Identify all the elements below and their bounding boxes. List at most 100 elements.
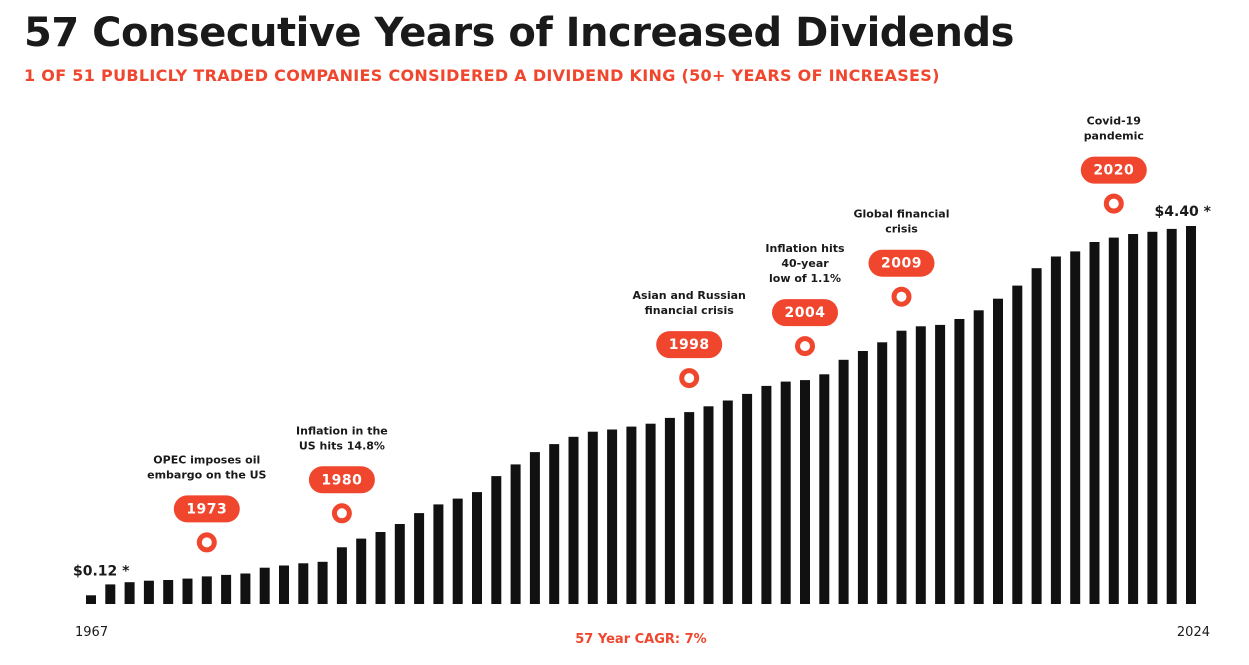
bar-1998 [684,412,695,604]
bar-1988 [491,476,502,604]
bar-2023 [1166,228,1177,604]
bar-1971 [163,580,174,604]
event-description-line: pandemic [1084,130,1144,143]
event-2009: 2009 Global financial crisis [854,208,950,307]
bar-1989 [510,464,521,604]
bar-1981 [356,538,367,604]
bar-2000 [722,400,733,604]
event-description-line: US hits 14.8% [299,439,385,452]
event-description-line: embargo on the US [147,468,266,481]
bar-1980 [336,547,347,604]
event-year-text: 1998 [669,337,710,353]
cagr-footer: 57 Year CAGR: 7% [575,632,706,647]
bar-1972 [182,578,193,604]
bar-2022 [1147,231,1158,605]
bar-1999 [703,406,714,604]
bar-1991 [549,444,560,604]
event-description-line: Covid-19 [1087,115,1141,128]
event-description-line: Global financial [854,208,950,221]
event-description-line: financial crisis [645,304,735,317]
bar-1969 [124,582,135,604]
event-marker-icon [795,336,815,357]
event-marker-icon [679,368,700,389]
event-year-text: 2020 [1093,163,1134,179]
event-year-pill [1080,156,1147,184]
bar-2001 [742,393,753,604]
bar-2018 [1070,251,1081,604]
bar-2004 [800,380,810,604]
bar-1996 [645,423,656,604]
bar-2008 [877,342,888,604]
event-1998: 1998 Asian and Russian financial crisis [633,289,746,389]
bar-1995 [626,426,637,604]
bar-1974 [221,574,232,604]
bar-1979 [317,561,328,604]
bar-1975 [240,573,251,604]
event-2004: 2004 Inflation hits 40-year low of 1.1% [765,242,845,357]
bar-2013 [973,310,984,604]
event-2020: 2020 Covid-19 pandemic [1080,115,1147,214]
event-year-text: 2009 [881,256,922,272]
bar-2014 [993,298,1003,604]
bar-1970 [143,580,154,604]
bar-2011 [935,324,946,604]
bar-1976 [259,567,270,604]
bar-1967 [86,595,96,604]
bar-2017 [1050,256,1061,604]
bar-2005 [819,374,830,604]
event-description-line: 40-year [781,257,829,270]
event-description-line: Inflation hits [765,242,845,255]
first-value-label: $0.12 * [73,563,130,579]
event-marker-icon [891,286,912,307]
bar-1990 [529,452,540,604]
event-description-line: OPEC imposes oil [153,453,260,466]
x-tick-label-start: 1967 [75,625,108,640]
bar-2015 [1012,285,1023,604]
bar-2012 [954,319,965,604]
event-marker-icon [196,532,217,553]
chart-title: 57 Consecutive Years of Increased Divide… [24,10,1014,56]
bar-2006 [838,359,849,604]
event-year-text: 1973 [186,501,227,517]
bar-1984 [414,513,425,604]
bar-2021 [1128,234,1139,604]
bar-1987 [472,492,482,604]
bar-1994 [607,429,618,604]
event-description-line: Inflation in the [296,424,388,437]
bar-2020 [1108,237,1119,604]
event-year-text: 1980 [321,472,362,488]
chart-subtitle: 1 OF 51 PUBLICLY TRADED COMPANIES CONSID… [24,66,940,85]
event-1980: 1980 Inflation in the US hits 14.8% [296,424,388,524]
bar-1977 [279,565,289,604]
bar-1985 [433,504,444,604]
bar-1986 [452,498,463,604]
bar-1973 [201,576,212,604]
event-marker-icon [1103,193,1124,214]
event-year-pill [656,331,723,359]
x-tick-label-end: 2024 [1177,625,1210,640]
event-1973: 1973 OPEC imposes oil embargo on the US [147,453,267,553]
bar-1982 [375,532,386,604]
bar-2010 [915,326,926,604]
event-description-line: low of 1.1% [769,272,841,285]
event-marker-icon [331,503,352,524]
bar-2009 [896,330,907,604]
bar-1993 [587,431,598,604]
bar-2003 [780,381,791,604]
events-group: 1973 OPEC imposes oil embargo on the US 198… [147,115,1147,553]
event-description-line: crisis [885,223,918,236]
event-year-pill [173,495,240,523]
event-year-pill [308,466,375,494]
bar-1983 [394,524,405,604]
bar-2016 [1031,268,1042,604]
event-year-text: 2004 [785,305,826,321]
bar-1997 [664,417,675,604]
bars-group [86,226,1196,605]
bar-1978 [298,563,309,604]
bar-1968 [105,584,116,604]
bar-2019 [1089,242,1100,604]
last-value-label: $4.40 * [1155,204,1212,220]
event-year-pill [772,299,838,327]
event-description-line: Asian and Russian [633,289,746,302]
bar-2002 [761,385,772,604]
